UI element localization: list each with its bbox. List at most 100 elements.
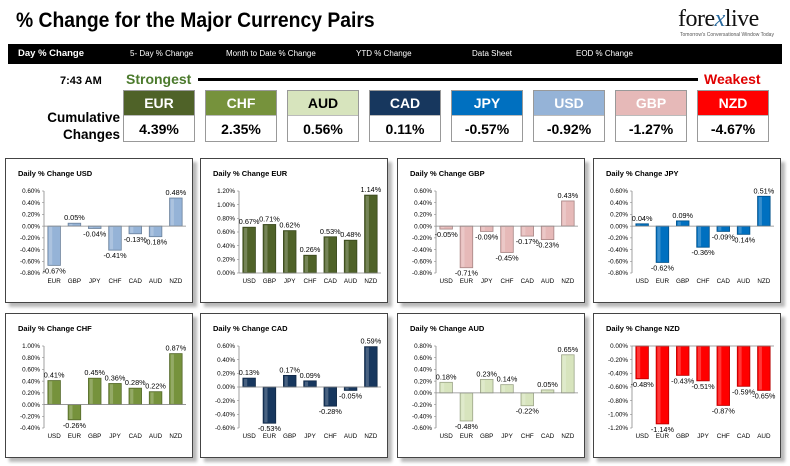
bar-highlight [49, 381, 53, 404]
x-tick-label: EUR [656, 278, 670, 285]
data-label: -0.67% [43, 266, 67, 275]
data-label: -0.14% [732, 235, 756, 244]
bar-chart: 0.60% 0.40% 0.20% 0.00% -0.20% -0.40% -0.60% -0… [608, 186, 775, 285]
bar-highlight [130, 226, 134, 233]
data-label: -0.53% [258, 424, 282, 433]
nav-month-to-date-change[interactable]: Month to Date % Change [226, 49, 316, 58]
bar-highlight [697, 226, 702, 247]
data-label: -0.59% [732, 387, 756, 396]
data-label: 0.71% [259, 214, 280, 223]
y-tick-label: -0.20% [20, 235, 40, 242]
y-tick-label: -0.40% [608, 247, 628, 254]
y-tick-label: 0.40% [22, 378, 40, 385]
y-tick-label: -0.40% [412, 247, 432, 254]
x-tick-label: CAD [324, 278, 338, 285]
bar-highlight [657, 226, 661, 262]
y-tick-label: 1.00% [217, 202, 235, 209]
nav-5day-change[interactable]: 5- Day % Change [130, 49, 194, 58]
x-tick-label: NZD [364, 433, 377, 440]
nav-bar: Day % Change 5- Day % Change Month to Da… [8, 44, 782, 64]
x-tick-label: AUD [541, 278, 555, 285]
logo-brand-x: x [714, 6, 726, 32]
currency-box-usd: USD -0.92% [533, 90, 605, 142]
data-label: -0.05% [339, 391, 363, 400]
y-tick-label: -0.60% [412, 425, 432, 432]
bar-highlight [89, 226, 93, 228]
x-tick-label: GBP [68, 278, 81, 285]
data-label: 0.05% [64, 213, 85, 222]
nav-data-sheet[interactable]: Data Sheet [472, 49, 513, 58]
x-tick-label: CAD [129, 278, 143, 285]
logo-tagline: Tomorrow's Conversational Window Today [680, 32, 774, 38]
x-tick-label: CAD [737, 433, 751, 440]
y-tick-label: 0.00% [217, 384, 235, 391]
bar-highlight [637, 224, 641, 226]
x-tick-label: EUR [68, 433, 82, 440]
x-tick-label: CHF [717, 433, 730, 440]
x-tick-label: CHF [521, 433, 534, 440]
currency-box-chf: CHF 2.35% [205, 90, 277, 142]
y-tick-label: -0.20% [412, 402, 432, 409]
y-tick-label: -1.00% [608, 412, 628, 419]
y-tick-label: 0.60% [414, 355, 432, 362]
data-label: 0.13% [239, 368, 260, 377]
timestamp: 7:43 AM [60, 75, 102, 87]
x-tick-label: USD [439, 278, 453, 285]
data-label: 0.65% [558, 345, 579, 354]
data-label: -0.65% [752, 391, 776, 400]
x-tick-label: USD [439, 433, 453, 440]
x-tick-label: USD [635, 433, 649, 440]
y-tick-label: 0.60% [217, 343, 235, 350]
data-label: -0.09% [712, 232, 736, 241]
cumulative-change-value: 0.11% [370, 115, 440, 141]
bar-chart: 1.20% 1.00% 0.80% 0.60% 0.40% 0.20% 0.00% 0.67%… [217, 185, 382, 285]
y-tick-label: 0.40% [217, 243, 235, 250]
y-tick-label: -0.40% [20, 425, 40, 432]
cumulative-label-line1: Cumulative [47, 110, 120, 125]
page-header: % Change for the Major Currency Pairs fo… [0, 0, 790, 44]
bar-highlight [284, 376, 288, 387]
data-label: 0.48% [166, 188, 187, 197]
forexlive-logo[interactable]: forexlive Tomorrow's Conversational Wind… [650, 4, 780, 40]
y-tick-label: -0.40% [20, 247, 40, 254]
data-label: -0.51% [691, 382, 715, 391]
x-tick-label: AUD [757, 433, 771, 440]
currency-box-jpy: JPY -0.57% [451, 90, 523, 142]
bar-highlight [718, 226, 722, 231]
x-tick-label: CAD [717, 278, 731, 285]
chart-panel-7: Daily % Change NZD 0.00% -0.20% -0.40% -0.60… [593, 313, 781, 458]
data-label: 0.53% [320, 227, 341, 236]
currency-box-nzd: NZD -4.67% [697, 90, 769, 142]
bar-highlight [345, 387, 349, 390]
data-label: 0.67% [239, 217, 260, 226]
nav-eod-change[interactable]: EOD % Change [576, 49, 633, 58]
x-tick-label: CHF [109, 278, 122, 285]
cumulative-change-value: 4.39% [124, 115, 194, 141]
bar-highlight [501, 226, 506, 252]
y-tick-label: 0.00% [22, 402, 40, 409]
y-tick-label: 1.20% [217, 188, 235, 195]
nav-ytd-change[interactable]: YTD % Change [356, 49, 412, 58]
data-label: -0.43% [671, 376, 695, 385]
x-tick-label: EUR [47, 278, 61, 285]
bar-highlight [130, 388, 134, 404]
x-tick-label: NZD [364, 278, 377, 285]
x-tick-label: GBP [676, 278, 689, 285]
y-tick-label: 0.20% [22, 390, 40, 397]
nav-day-change[interactable]: Day % Change [18, 48, 84, 59]
x-tick-label: EUR [460, 278, 474, 285]
data-label: 0.09% [672, 211, 693, 220]
chart-title: Daily % Change GBP [410, 169, 485, 178]
y-tick-label: 0.60% [610, 188, 628, 195]
currency-code: EUR [124, 91, 194, 115]
bar-highlight [325, 387, 329, 406]
x-tick-label: USD [635, 278, 649, 285]
y-tick-label: -0.80% [412, 270, 432, 277]
currency-code: GBP [616, 91, 686, 115]
bar-highlight [677, 221, 681, 226]
y-tick-label: -0.60% [608, 258, 628, 265]
data-label: -0.28% [319, 407, 343, 416]
currency-code: NZD [698, 91, 768, 115]
chart-title: Daily % Change EUR [213, 169, 288, 178]
cumulative-changes-label: Cumulative Changes [36, 109, 120, 143]
